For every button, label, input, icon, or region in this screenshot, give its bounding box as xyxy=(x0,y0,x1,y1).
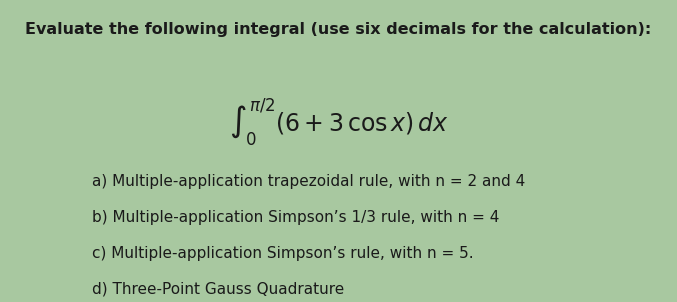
Text: b) Multiple-application Simpson’s 1/3 rule, with n = 4: b) Multiple-application Simpson’s 1/3 ru… xyxy=(92,210,500,225)
Text: Evaluate the following integral (use six decimals for the calculation):: Evaluate the following integral (use six… xyxy=(25,22,652,37)
Text: c) Multiple-application Simpson’s rule, with n = 5.: c) Multiple-application Simpson’s rule, … xyxy=(92,246,474,261)
Text: d) Three-Point Gauss Quadrature: d) Three-Point Gauss Quadrature xyxy=(92,282,345,297)
Text: a) Multiple-application trapezoidal rule, with n = 2 and 4: a) Multiple-application trapezoidal rule… xyxy=(92,174,525,189)
Text: $\int_{0}^{\pi/2}(6 + 3\,\cos x)\,dx$: $\int_{0}^{\pi/2}(6 + 3\,\cos x)\,dx$ xyxy=(229,97,448,148)
